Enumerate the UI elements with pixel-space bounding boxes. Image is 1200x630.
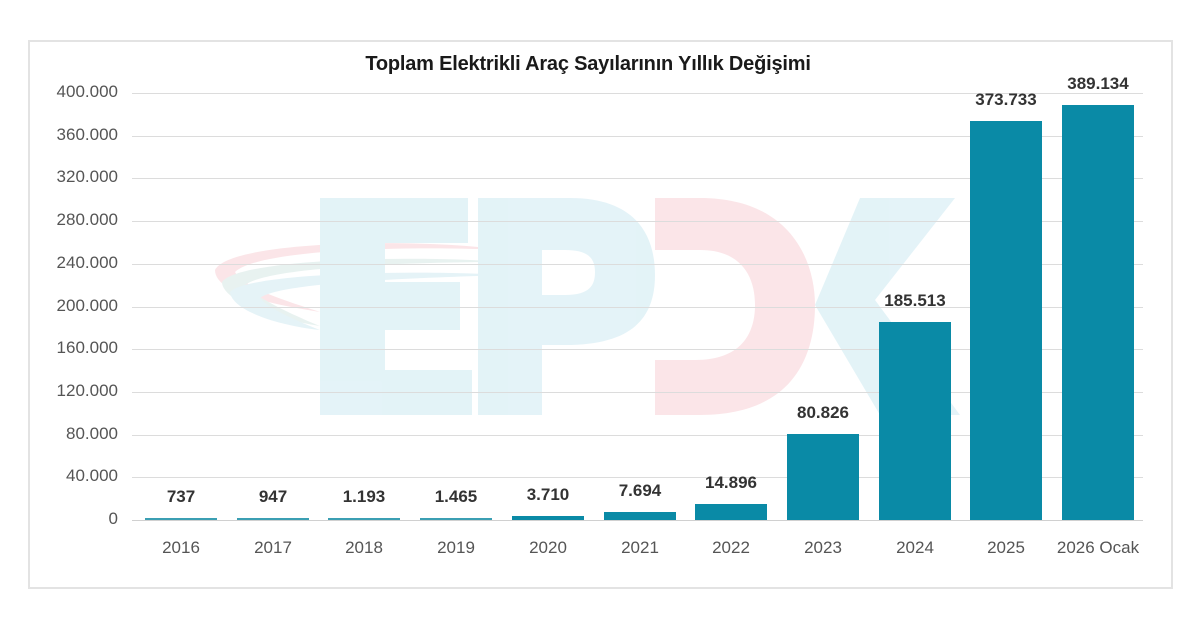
x-axis-category-label: 2021 xyxy=(621,538,659,557)
y-axis-tick-label: 320.000 xyxy=(56,167,118,186)
gridline xyxy=(132,264,1143,265)
bar-2024 xyxy=(879,322,951,520)
y-axis-tick-label: 80.000 xyxy=(66,424,118,443)
y-axis-tick-label: 160.000 xyxy=(56,338,118,357)
bar-2018 xyxy=(328,518,400,520)
x-axis-category-label: 2016 xyxy=(162,538,200,557)
bar-2017 xyxy=(237,518,309,520)
x-axis-category-label: 2022 xyxy=(712,538,750,557)
bar-2026-ocak xyxy=(1062,105,1134,520)
x-axis-category-label: 2023 xyxy=(804,538,842,557)
x-axis-category-label: 2025 xyxy=(987,538,1025,557)
bar-value-label: 1.465 xyxy=(434,487,478,506)
bar-2020 xyxy=(512,516,584,520)
y-axis-tick-label: 40.000 xyxy=(66,466,118,485)
bar-value-label: 1.193 xyxy=(342,487,386,506)
bar-2025 xyxy=(970,121,1042,520)
y-axis-tick-label: 360.000 xyxy=(56,125,118,144)
chart-title: Toplam Elektrikli Araç Sayılarının Yıllı… xyxy=(365,53,811,75)
x-axis-category-label: 2019 xyxy=(437,538,475,557)
bar-value-label: 947 xyxy=(258,487,288,506)
gridline xyxy=(132,136,1143,137)
gridline xyxy=(132,477,1143,478)
x-axis-category-label: 2018 xyxy=(345,538,383,557)
bar-value-label: 14.896 xyxy=(705,473,757,492)
gridline xyxy=(132,349,1143,350)
x-axis-category-label: 2024 xyxy=(896,538,934,557)
y-axis-tick-label: 240.000 xyxy=(56,253,118,272)
bar-value-label: 389.134 xyxy=(1067,74,1129,93)
x-axis-category-label: 2026 Ocak xyxy=(1056,538,1140,557)
bar-value-label: 737 xyxy=(166,487,196,506)
bar-value-label: 3.710 xyxy=(526,485,570,504)
x-axis-category-label: 2017 xyxy=(254,538,292,557)
bar-2021 xyxy=(604,512,676,520)
bar-2016 xyxy=(145,518,217,520)
bar-2022 xyxy=(695,504,767,520)
gridline xyxy=(132,221,1143,222)
gridline xyxy=(132,178,1143,179)
x-axis-category-label: 2020 xyxy=(529,538,567,557)
bar-2023 xyxy=(787,434,859,520)
y-axis-tick-label: 120.000 xyxy=(56,381,118,400)
bar-value-label: 373.733 xyxy=(975,90,1037,109)
y-axis-tick-label: 280.000 xyxy=(56,210,118,229)
bar-value-label: 185.513 xyxy=(884,291,946,310)
x-axis-line xyxy=(132,520,1143,521)
gridline xyxy=(132,307,1143,308)
bar-2019 xyxy=(420,518,492,520)
bar-value-label: 80.826 xyxy=(797,403,849,422)
y-axis-tick-label: 200.000 xyxy=(56,296,118,315)
gridline xyxy=(132,392,1143,393)
y-axis-tick-label: 0 xyxy=(108,509,118,528)
gridline xyxy=(132,435,1143,436)
bar-value-label: 7.694 xyxy=(618,481,662,500)
y-axis-tick-label: 400.000 xyxy=(56,82,118,101)
gridline xyxy=(132,93,1143,94)
